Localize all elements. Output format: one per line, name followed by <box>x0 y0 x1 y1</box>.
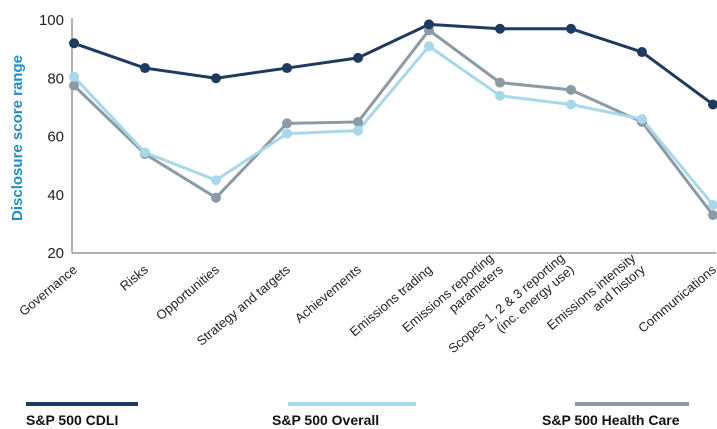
data-point-s-p-500-cdli <box>708 99 717 110</box>
axes <box>71 18 716 254</box>
y-tick-label: 100 <box>39 12 64 29</box>
x-tick-label: Communications <box>635 261 717 335</box>
series-line-s-p-500-health-care <box>72 28 715 217</box>
x-tick-label: Achievements <box>292 261 365 325</box>
x-tick-label: Governance <box>16 262 80 319</box>
y-axis-label: Disclosure score range <box>9 55 26 221</box>
series-line-s-p-500-overall <box>72 44 715 206</box>
x-tick-label: Risks <box>117 261 151 293</box>
y-tick-labels: 20 40 60 80 100 <box>39 12 64 262</box>
data-point-s-p-500-overall <box>566 99 576 110</box>
data-point-s-p-500-overall <box>69 71 79 82</box>
series-line-s-p-500-cdli <box>73 22 714 106</box>
data-point-s-p-500-cdli <box>495 23 505 34</box>
data-point-s-p-500-health-care <box>211 192 221 203</box>
data-point-s-p-500-overall <box>140 147 150 158</box>
legend-label-s-p-500-cdli: S&P 500 CDLI <box>26 412 118 428</box>
data-point-s-p-500-overall <box>211 175 221 186</box>
data-point-s-p-500-overall <box>424 41 434 52</box>
legend: S&P 500 CDLI S&P 500 Overall S&P 500 Healt… <box>26 402 689 428</box>
series-lines <box>72 22 715 217</box>
y-tick-label: 60 <box>47 129 64 146</box>
data-point-s-p-500-cdli <box>211 73 221 84</box>
data-point-s-p-500-overall <box>353 125 363 136</box>
y-tick-label: 40 <box>47 187 64 204</box>
data-point-s-p-500-cdli <box>637 47 647 58</box>
data-point-s-p-500-cdli <box>353 52 363 63</box>
data-point-s-p-500-health-care <box>282 118 292 129</box>
data-point-s-p-500-health-care <box>495 77 505 88</box>
data-point-s-p-500-health-care <box>566 84 576 95</box>
data-point-s-p-500-overall <box>708 199 717 210</box>
data-point-s-p-500-cdli <box>282 63 292 74</box>
legend-label-s-p-500-overall: S&P 500 Overall <box>272 412 379 428</box>
x-tick-label: Opportunities <box>153 261 222 323</box>
data-point-s-p-500-overall <box>637 114 647 125</box>
x-tick-label: Emissions reportingparameters <box>399 250 506 347</box>
y-tick-label: 80 <box>47 70 64 87</box>
data-point-s-p-500-health-care <box>353 116 363 127</box>
data-point-s-p-500-overall <box>282 128 292 139</box>
data-point-s-p-500-cdli <box>424 19 434 30</box>
data-point-s-p-500-overall <box>495 90 505 101</box>
series-points <box>69 19 717 221</box>
data-point-s-p-500-cdli <box>69 38 79 49</box>
data-point-s-p-500-health-care <box>69 80 79 91</box>
y-tick-label: 20 <box>47 245 64 262</box>
data-point-s-p-500-cdli <box>140 63 150 74</box>
data-point-s-p-500-health-care <box>708 210 717 221</box>
data-point-s-p-500-cdli <box>566 23 576 34</box>
legend-label-s-p-500-health-care: S&P 500 Health Care <box>542 412 680 428</box>
